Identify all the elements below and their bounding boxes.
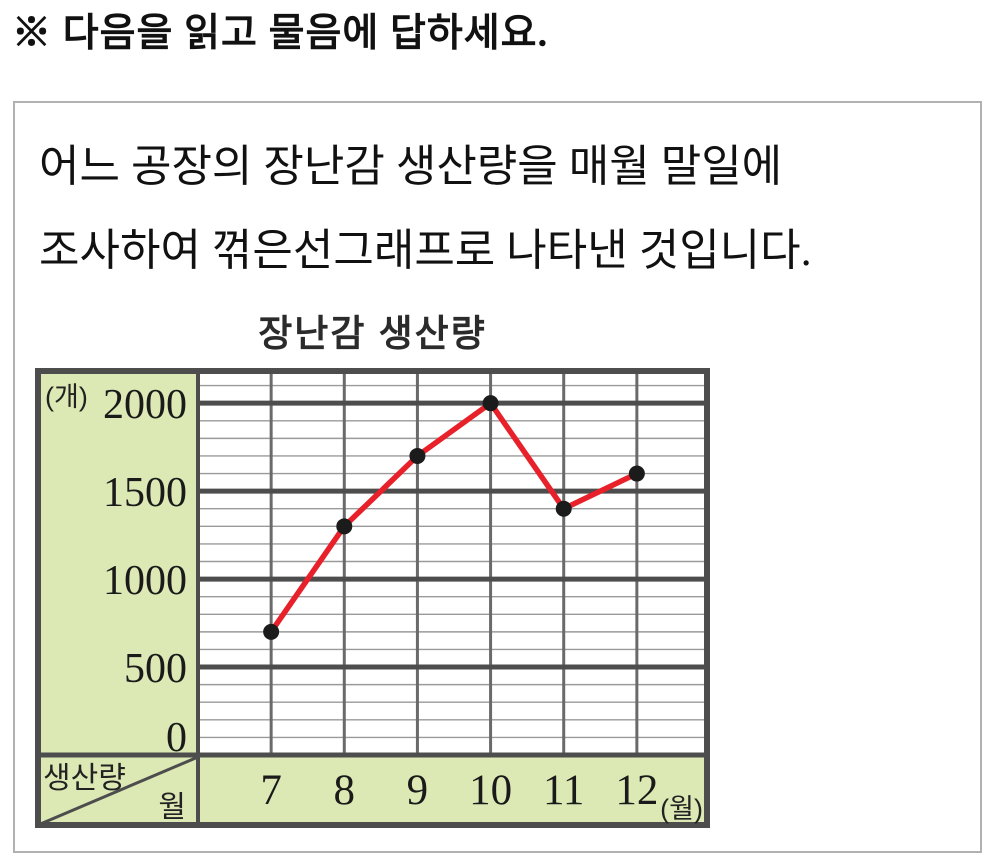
x-axis-band	[35, 755, 710, 828]
chart-title: 장난감 생산량	[258, 313, 487, 354]
data-point-month-11	[555, 500, 572, 517]
y-axis-panel	[35, 368, 198, 755]
y-unit-label: (개)	[45, 382, 88, 412]
corner-row-label: 생산량	[43, 762, 126, 795]
data-point-month-7	[263, 623, 280, 640]
x-tick-label-9: 9	[407, 767, 429, 814]
x-tick-label-11: 11	[543, 767, 584, 814]
problem-statement: 어느 공장의 장난감 생산량을 매월 말일에 조사하여 꺾은선그래프로 나타낸 …	[39, 125, 949, 293]
problem-box: 어느 공장의 장난감 생산량을 매월 말일에 조사하여 꺾은선그래프로 나타낸 …	[13, 101, 982, 853]
y-tick-label-2000: 2000	[103, 382, 187, 428]
y-tick-label-1500: 1500	[103, 470, 187, 516]
chart-outer-border	[35, 368, 710, 828]
x-tick-label-10: 10	[469, 767, 512, 814]
problem-text-line2: 조사하여 꺾은선그래프로 나타낸 것입니다.	[39, 226, 812, 275]
x-unit-label: (월)	[660, 794, 703, 824]
problem-text-line1: 어느 공장의 장난감 생산량을 매월 말일에	[39, 142, 783, 191]
y-tick-label-0: 0	[166, 715, 187, 761]
x-tick-label-7: 7	[260, 767, 282, 814]
y-tick-label-500: 500	[124, 646, 187, 692]
data-line	[268, 400, 640, 635]
data-point-month-10	[482, 395, 499, 412]
y-tick-label-1000: 1000	[103, 558, 187, 604]
corner-diagonal	[37, 755, 199, 827]
corner-col-label: 월	[158, 791, 186, 824]
data-point-month-8	[336, 518, 353, 535]
data-point-month-9	[409, 447, 426, 464]
data-point-month-12	[628, 465, 645, 482]
x-tick-label-12: 12	[615, 767, 658, 814]
x-tick-label-8: 8	[334, 767, 356, 814]
instruction-text: ※ 다음을 읽고 물음에 답하세요.	[12, 12, 549, 55]
